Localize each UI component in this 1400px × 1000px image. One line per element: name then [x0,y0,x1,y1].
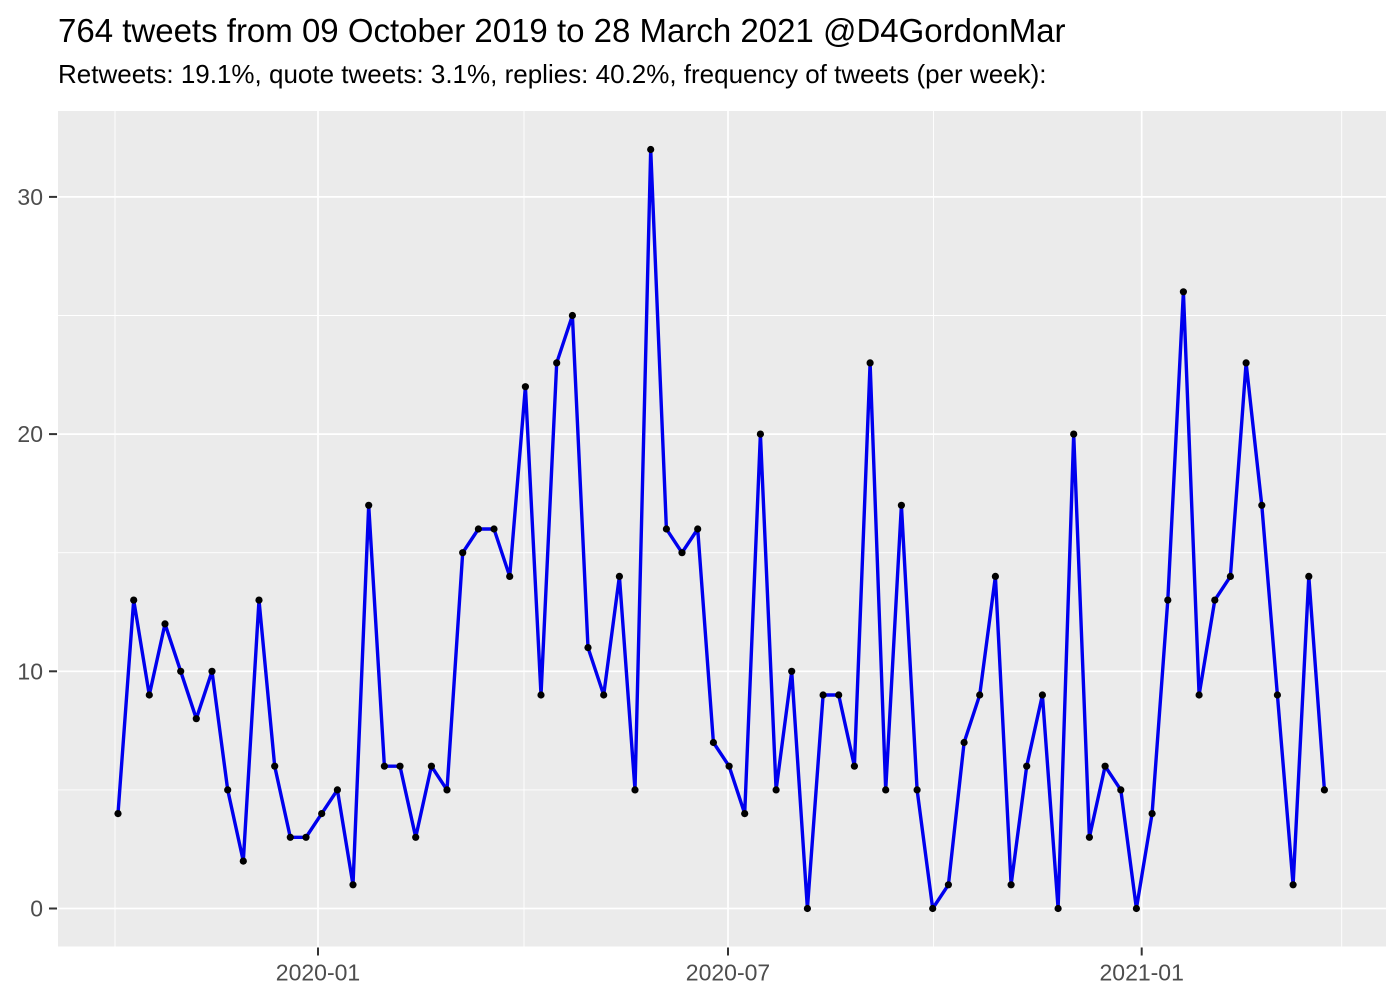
data-point [161,620,169,628]
data-point [694,525,702,533]
y-axis-label: 20 [17,421,43,447]
chart-subtitle: Retweets: 19.1%, quote tweets: 3.1%, rep… [58,59,1047,89]
data-point [1054,904,1062,913]
y-axis-label: 10 [17,658,43,684]
data-point [333,786,341,794]
data-point [1179,288,1187,296]
data-point [631,786,639,794]
data-point [427,762,435,770]
data-point [537,691,545,699]
data-point [1085,833,1093,841]
data-point [1242,359,1250,367]
frequency-line [116,147,1327,911]
data-point [1148,810,1156,818]
data-point [725,762,733,770]
data-point [1070,430,1078,438]
data-point [819,691,827,699]
data-point [1258,501,1266,509]
data-point [145,691,153,699]
data-point [239,857,247,865]
data-point [929,904,937,913]
data-point [1007,881,1015,889]
data-point [788,667,796,675]
x-axis-label: 2020-07 [686,960,770,986]
data-point [756,430,765,438]
data-point [365,501,373,509]
data-point [380,762,388,770]
data-point [1023,762,1031,770]
data-point [208,667,216,675]
data-point [662,525,671,533]
data-point [584,644,592,652]
data-point [897,501,906,509]
data-point [1273,691,1281,699]
data-point [944,881,953,889]
data-point [1164,596,1172,604]
data-point [1320,786,1328,794]
data-point [1117,786,1125,794]
data-point [521,383,530,391]
data-point [396,762,404,770]
x-axis-label: 2021-01 [1099,960,1183,986]
data-point [130,596,138,604]
data-point [568,311,577,320]
data-point [349,881,357,889]
plot-panel [58,111,1386,947]
data-point [709,738,718,747]
data-point [177,667,185,675]
data-point [615,572,624,581]
data-point [882,786,890,794]
data-point [114,810,122,818]
data-point [459,549,467,557]
data-point [772,786,780,794]
data-point [1211,596,1219,604]
data-point [506,572,514,581]
data-point [443,786,451,794]
data-point [678,549,686,557]
data-point [192,715,200,723]
data-point [1132,904,1140,913]
x-axis-label: 2020-01 [276,960,360,986]
data-point [286,833,294,841]
data-point [1195,691,1203,699]
data-point [1226,572,1234,581]
data-point [271,762,279,770]
chart-title: 764 tweets from 09 October 2019 to 28 Ma… [58,12,1066,49]
data-point [647,145,655,154]
plot-area: 0 10 20 30 2020-01 2020-07 2021-01 [17,111,1386,986]
data-point [741,810,749,818]
y-axis-label: 0 [30,896,43,922]
data-point [991,572,1000,581]
data-point [600,691,608,699]
data-point [1101,762,1109,770]
data-point [913,786,921,794]
data-point [850,762,859,770]
data-point [474,525,482,533]
data-point [302,833,310,841]
data-point [490,525,498,533]
data-point [835,691,843,699]
y-axis-label: 30 [17,184,43,210]
data-point [960,738,968,747]
data-point [803,904,812,913]
data-point [976,691,984,699]
data-point [224,786,232,794]
data-point [1305,572,1313,581]
data-point [866,359,874,367]
data-point [255,596,263,604]
data-point [412,833,420,841]
data-point [1289,881,1297,889]
data-point [1038,691,1046,699]
data-point [318,810,326,818]
data-point [553,359,561,367]
